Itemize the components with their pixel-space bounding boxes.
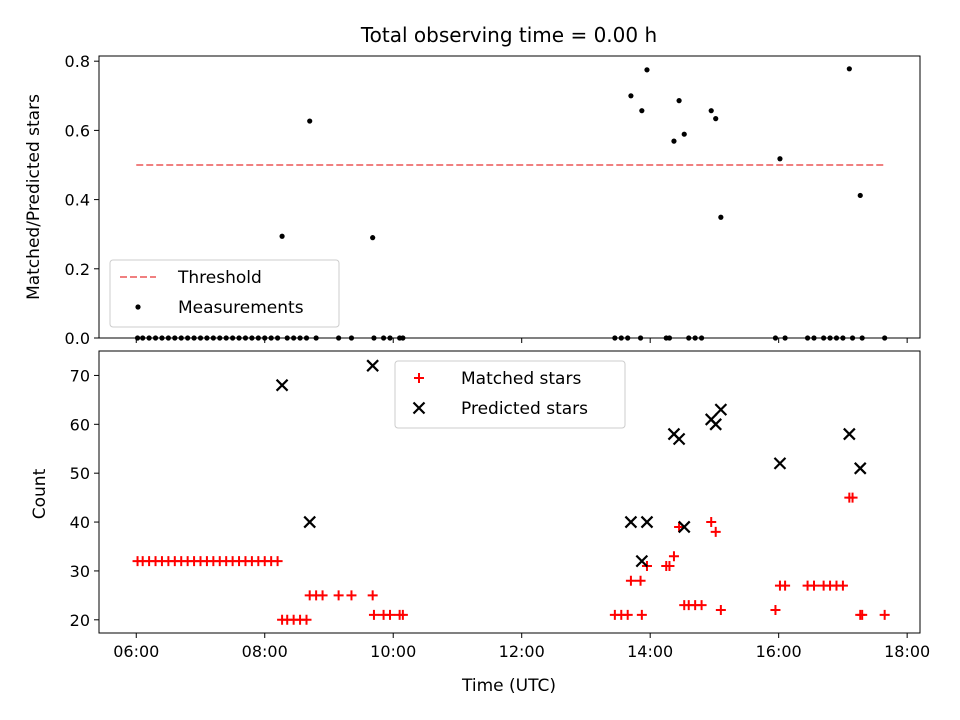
y-tick-label: 30 — [70, 562, 90, 581]
predicted-star-point — [672, 432, 686, 446]
matched-star-point — [674, 521, 685, 532]
matched-star-point — [780, 580, 791, 591]
x-tick-label: 18:00 — [884, 642, 930, 661]
measurement-point — [644, 67, 650, 73]
bottom-plot: 20 30 40 50 60 70 06:00 08:00 10:00 12:00 14:00 16:… — [70, 350, 930, 661]
measurement-point — [307, 118, 313, 124]
y-tick-label: 0.6 — [65, 121, 90, 140]
y-tick-label: 0.2 — [65, 260, 90, 279]
predicted-star-point — [853, 462, 867, 475]
predicted-star-point — [709, 418, 722, 431]
predicted-star-point — [640, 515, 654, 529]
top-y-axis-label: Matched/Predicted stars — [24, 94, 44, 300]
x-tick-label: 08:00 — [242, 642, 288, 661]
matched-star-point — [272, 556, 283, 567]
x-tick-label: 14:00 — [627, 642, 673, 661]
matched-star-point — [301, 614, 312, 625]
y-tick-label: 20 — [70, 611, 90, 630]
legend-predicted-swatch — [412, 401, 426, 415]
matched-star-point — [847, 492, 858, 503]
matched-star-point — [625, 575, 636, 586]
legend-label: Matched stars — [461, 369, 581, 389]
legend-matched-swatch — [414, 373, 424, 383]
measurement-point — [777, 156, 783, 162]
matched-star-point — [879, 609, 890, 620]
series-group — [132, 359, 890, 625]
predicted-star-point — [366, 359, 379, 372]
y-tick-label: 0.4 — [65, 191, 90, 210]
measurement-point — [718, 214, 724, 220]
predicted-star-point — [303, 515, 316, 529]
matched-star-point — [367, 590, 378, 601]
measurement-point — [713, 116, 719, 122]
legend: Threshold Measurements — [109, 259, 340, 328]
predicted-star-point — [773, 457, 787, 470]
measurement-point — [676, 98, 682, 104]
plot-frame — [98, 350, 921, 634]
measurement-point — [370, 235, 376, 241]
matched-star-point — [706, 517, 717, 528]
legend-box — [109, 259, 340, 328]
matched-star-point — [385, 609, 396, 620]
predicted-star-point — [714, 403, 728, 416]
matched-star-point — [317, 590, 328, 601]
matched-star-point — [636, 609, 647, 620]
matched-star-point — [622, 609, 633, 620]
x-tick-label: 12:00 — [499, 642, 545, 661]
x-tick-label: 10:00 — [370, 642, 416, 661]
matched-star-point — [635, 575, 646, 586]
x-tick-label: 16:00 — [756, 642, 802, 661]
matched-star-point — [696, 600, 707, 611]
y-tick-label: 40 — [70, 513, 90, 532]
matched-star-point — [809, 580, 820, 591]
measurement-point — [279, 233, 285, 239]
matched-star-point — [346, 590, 357, 601]
chart-title: Total observing time = 0.00 h — [360, 23, 657, 47]
matched-star-point — [710, 526, 721, 537]
matched-star-point — [837, 580, 848, 591]
x-axis-label: Time (UTC) — [461, 676, 556, 696]
y-tick-label: 50 — [70, 464, 90, 483]
predicted-star-point — [635, 554, 649, 568]
legend-box — [394, 360, 626, 429]
measurement-point — [857, 192, 863, 199]
matched-star-point — [668, 551, 679, 562]
y-tick-label: 60 — [70, 415, 90, 434]
predicted-star-point — [275, 378, 289, 392]
measurement-point — [628, 93, 634, 99]
measurement-point — [671, 138, 677, 144]
matched-star-point — [368, 609, 379, 620]
y-tick-label: 0.8 — [65, 52, 90, 71]
x-tick-label: 06:00 — [113, 642, 159, 661]
top-plot: 0.0 0.2 0.4 0.6 0.8 Threshold Measurements — [65, 52, 921, 348]
matched-star-point — [715, 605, 726, 616]
legend-label: Threshold — [177, 268, 262, 288]
measurement-point — [846, 66, 852, 72]
measurement-point — [708, 108, 714, 114]
predicted-star-point — [843, 427, 856, 441]
matched-star-point — [333, 590, 344, 601]
y-tick-label: 70 — [70, 366, 90, 385]
legend: Matched stars Predicted stars — [394, 360, 626, 429]
plot-frame — [98, 55, 921, 339]
matched-star-point — [664, 561, 675, 572]
measurement-point — [681, 131, 687, 137]
matched-star-point — [397, 609, 408, 620]
matched-star-point — [770, 605, 781, 616]
legend-label: Measurements — [178, 298, 304, 318]
matched-star-point — [857, 609, 868, 620]
measurement-point — [639, 108, 645, 114]
predicted-star-point — [624, 515, 638, 529]
y-tick-label: 0.0 — [65, 329, 90, 348]
legend-label: Predicted stars — [461, 399, 588, 419]
predicted-star-point — [677, 520, 691, 534]
legend-measurement-swatch — [135, 304, 141, 310]
bottom-y-axis-label: Count — [30, 468, 50, 519]
